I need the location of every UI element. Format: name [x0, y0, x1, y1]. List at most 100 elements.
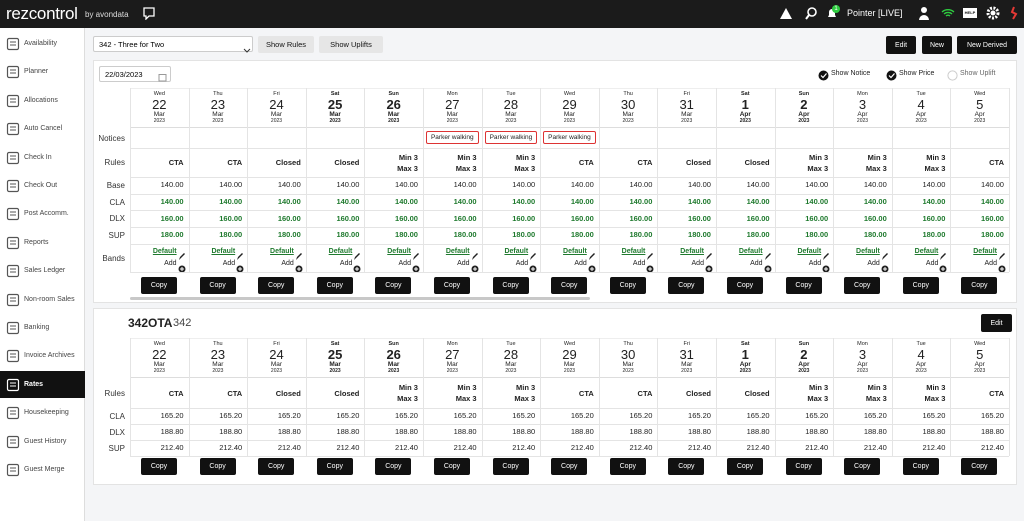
copy-button[interactable]: Copy [785, 277, 822, 294]
copy-button[interactable]: Copy [199, 458, 236, 475]
band-add-link[interactable]: Add [339, 260, 353, 267]
copy-button[interactable]: Copy [141, 277, 177, 294]
copy-button[interactable]: Copy [492, 458, 529, 475]
band-add-link[interactable]: Add [574, 260, 587, 267]
band-add-link[interactable]: Add [984, 260, 997, 267]
copy-button[interactable]: Copy [727, 458, 763, 475]
sidebar-item[interactable]: Check In [24, 153, 52, 161]
band-add-link[interactable]: Add [750, 260, 763, 267]
sidebar-item[interactable]: Auto Cancel [24, 125, 63, 133]
band-default-link[interactable]: Default [680, 248, 704, 255]
add-icon-svg [939, 265, 947, 273]
settings-icon[interactable] [986, 6, 1000, 20]
sidebar-item[interactable]: Post Accomm. [24, 210, 69, 218]
derived-edit-button[interactable]: Edit [981, 314, 1012, 332]
band-default-link[interactable]: Default [211, 248, 236, 255]
copy-button[interactable]: Copy [727, 277, 763, 294]
band-add-link[interactable]: Add [281, 260, 294, 267]
sidebar-item[interactable]: Planner [24, 68, 49, 76]
copy-button[interactable]: Copy [961, 277, 998, 294]
band-default-link[interactable]: Default [328, 248, 353, 255]
band-default-link[interactable]: Default [445, 248, 470, 255]
copy-button[interactable]: Copy [434, 277, 470, 294]
band-default-link[interactable]: Default [563, 248, 587, 255]
option-label[interactable]: Show Notice [831, 70, 871, 77]
band-add-link[interactable]: Add [515, 260, 529, 267]
rate-plan-select[interactable]: 342 - Three for Two [93, 36, 253, 52]
copy-button[interactable]: Copy [668, 277, 705, 294]
date-input[interactable]: 22/03/2023 [99, 66, 171, 82]
band-add-link[interactable]: Add [632, 260, 646, 267]
copy-button[interactable]: Copy [375, 277, 412, 294]
alert-icon[interactable] [779, 7, 793, 20]
band-default-link[interactable]: Default [270, 248, 294, 255]
chat-icon[interactable] [142, 6, 156, 20]
band-add-link[interactable]: Add [398, 260, 411, 267]
copy-button[interactable]: Copy [199, 277, 236, 294]
copy-button[interactable]: Copy [785, 458, 822, 475]
band-add-link[interactable]: Add [808, 260, 822, 267]
sidebar-item[interactable]: Sales Ledger [24, 267, 66, 275]
copy-button[interactable]: Copy [258, 277, 295, 294]
option-label[interactable]: Show Uplift [960, 70, 996, 77]
band-add-link[interactable]: Add [222, 260, 236, 267]
show-rules-button[interactable]: Show Rules [258, 36, 314, 53]
sidebar-item[interactable]: Invoice Archives [24, 352, 75, 360]
band-add-link[interactable]: Add [164, 260, 177, 267]
sidebar-item[interactable]: Banking [24, 324, 50, 331]
band-add-link[interactable]: Add [867, 260, 880, 267]
option-label[interactable]: Show Price [899, 70, 935, 77]
band-default-link[interactable]: Default [797, 248, 822, 255]
band-default-link[interactable]: Default [504, 248, 529, 255]
edit-button[interactable]: Edit [886, 36, 916, 54]
copy-button[interactable]: Copy [609, 277, 646, 294]
copy-button[interactable]: Copy [551, 277, 588, 294]
copy-button[interactable]: Copy [141, 458, 177, 475]
copy-button[interactable]: Copy [902, 277, 939, 294]
sidebar-item[interactable]: Reports [24, 238, 49, 246]
sidebar-item[interactable]: Allocations [24, 96, 58, 104]
rate-value: 140.00 [512, 197, 536, 207]
derived-panel [93, 308, 1017, 485]
help-icon[interactable]: HELP [963, 8, 977, 18]
show-uplifts-button[interactable]: Show Uplifts [319, 36, 383, 53]
new-button[interactable]: New [922, 36, 952, 54]
copy-button[interactable]: Copy [609, 458, 646, 475]
user-menu[interactable]: Pointer [LIVE] [847, 8, 903, 18]
copy-button[interactable]: Copy [844, 277, 881, 294]
exit-icon[interactable] [1008, 6, 1020, 20]
copy-button[interactable]: Copy [258, 458, 295, 475]
sidebar-item[interactable]: Rates [24, 380, 44, 388]
band-add-link[interactable]: Add [691, 260, 704, 267]
band-default-link[interactable]: Default [914, 248, 939, 255]
band-default-link[interactable]: Default [856, 248, 880, 255]
new-derived-button[interactable]: New Derived [957, 36, 1017, 54]
copy-button[interactable]: Copy [434, 458, 470, 475]
search-icon[interactable] [804, 6, 818, 20]
band-default-link[interactable]: Default [152, 248, 177, 255]
sidebar-item[interactable]: Guest History [24, 437, 67, 445]
band-default-link[interactable]: Default [621, 248, 646, 255]
sidebar-item[interactable]: Guest Merge [24, 466, 65, 473]
user-icon[interactable] [918, 6, 930, 21]
band-default-link[interactable]: Default [973, 248, 997, 255]
sidebar-item[interactable]: Housekeeping [24, 409, 69, 417]
copy-button[interactable]: Copy [961, 458, 998, 475]
day-month: Mar [563, 111, 576, 118]
sidebar-item[interactable]: Non-room Sales [24, 295, 75, 303]
sidebar-item[interactable]: Availability [24, 40, 57, 47]
band-default-link[interactable]: Default [738, 248, 763, 255]
copy-button[interactable]: Copy [551, 458, 588, 475]
band-default-link[interactable]: Default [387, 248, 411, 255]
copy-button[interactable]: Copy [316, 458, 353, 475]
band-add-link[interactable]: Add [925, 260, 939, 267]
band-add-link[interactable]: Add [457, 260, 470, 267]
copy-button[interactable]: Copy [668, 458, 705, 475]
copy-button[interactable]: Copy [902, 458, 939, 475]
copy-button[interactable]: Copy [844, 458, 881, 475]
copy-button[interactable]: Copy [375, 458, 412, 475]
sidebar-item[interactable]: Check Out [24, 182, 58, 189]
copy-button[interactable]: Copy [316, 277, 353, 294]
copy-button[interactable]: Copy [492, 277, 529, 294]
rule-text: Closed [275, 388, 301, 398]
